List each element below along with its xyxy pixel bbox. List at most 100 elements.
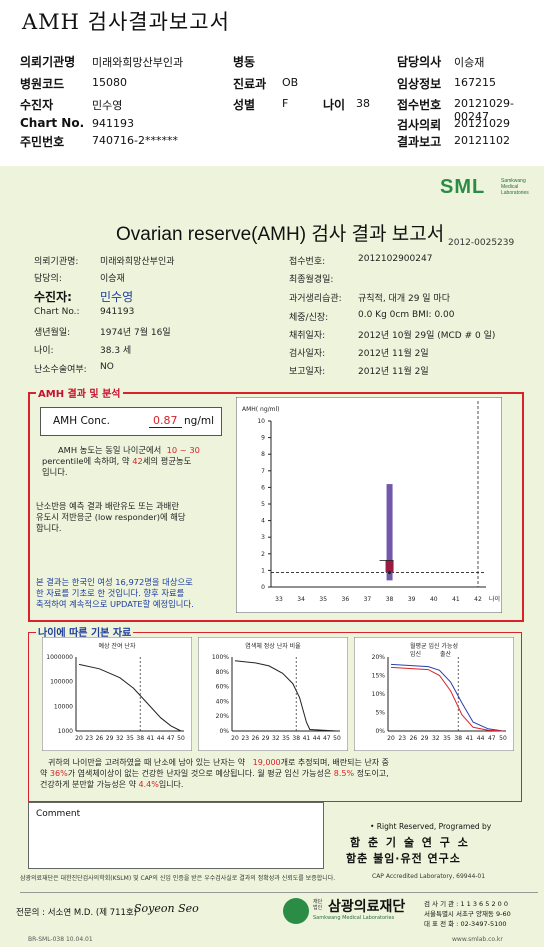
- mini-x-tick-label: 26: [252, 735, 260, 742]
- mini-x-tick-label: 32: [432, 735, 440, 742]
- text-part: 입니다.: [42, 467, 68, 477]
- mini-x-tick-label: 20: [75, 735, 83, 742]
- info-label: Chart No.:: [34, 307, 80, 317]
- info-label: 생년월일:: [34, 328, 71, 338]
- mini-chart-title: 월평균 임신 가능성: [410, 642, 458, 650]
- mini-y-tick-label: 15%: [372, 673, 386, 680]
- header-label: 병원코드: [20, 77, 65, 91]
- x-tick-label: 36: [342, 596, 350, 603]
- doctor-text: 전문의 : 서소연 M.D. (제 711호): [16, 908, 138, 918]
- mini-chart-title: 염색체 정상 난자 비율: [245, 642, 301, 650]
- mini-x-tick-label: 29: [262, 735, 270, 742]
- header-value: 20121029: [454, 117, 510, 130]
- form-code: BR-SML-038 10.04.01: [28, 936, 93, 943]
- y-axis-label: AMH( ng/ml): [242, 406, 280, 413]
- mini-x-tick-label: 32: [116, 735, 124, 742]
- y-tick-label: 10: [257, 418, 265, 425]
- header-value: 941193: [92, 117, 134, 130]
- mini-y-tick-label: 5%: [375, 710, 385, 717]
- logo-subtext: Samkwang Medical Laboratories: [501, 178, 529, 196]
- footer-divider: [20, 892, 538, 893]
- mini-x-tick-label: 47: [488, 735, 496, 742]
- logo-text: SML: [440, 176, 486, 198]
- org-top: 재단법인: [313, 899, 323, 911]
- equivalent-age: 42: [132, 456, 143, 466]
- programmer-line1: • Right Reserved, Programed by: [370, 822, 492, 831]
- header-label: 나이: [323, 98, 346, 112]
- mini-x-tick-label: 23: [85, 735, 93, 742]
- header-value: 15080: [92, 76, 127, 89]
- mini-x-tick-label: 44: [477, 735, 485, 742]
- percentile-range: 10 ~ 30: [166, 445, 200, 455]
- text-line: 축적하여 계속적으로 UPDATE할 예정입니다.: [36, 599, 194, 609]
- mini-x-tick-label: 26: [96, 735, 104, 742]
- mini-x-tick-label: 29: [106, 735, 114, 742]
- header-value: 20121029-00247: [454, 97, 514, 123]
- x-tick-label: 38: [386, 596, 394, 603]
- org-name: 삼광의료재단: [328, 899, 406, 915]
- mini-chart-frame: [354, 637, 514, 751]
- info-label: 의뢰기관명:: [34, 257, 79, 267]
- info-value: 941193: [100, 307, 135, 317]
- y-tick-label: 8: [261, 451, 265, 458]
- header-label: Chart No.: [20, 116, 85, 130]
- mini-x-tick-label: 32: [272, 735, 280, 742]
- mini-y-tick-label: 100000: [50, 679, 73, 686]
- x-tick-label: 35: [319, 596, 327, 603]
- legend-item: 임신: [410, 650, 421, 658]
- legend-item: 출산: [440, 650, 452, 658]
- mini-x-tick-label: 20: [231, 735, 239, 742]
- delivery-value: 4.4%: [138, 780, 159, 789]
- header-value: 38: [356, 97, 370, 110]
- mini-y-tick-label: 80%: [216, 669, 230, 676]
- series-line: [390, 663, 504, 732]
- info-value: 2012년 10월 29일 (MCD # 0 일): [358, 331, 496, 341]
- mini-x-tick-label: 50: [177, 735, 185, 742]
- amh-percentile-text: AMH 농도는 동일 나이군에서 10 ~ 30 percentile에 속하며…: [42, 445, 232, 478]
- remaining-eggs-value: 19,000: [252, 758, 281, 767]
- y-tick-label: 3: [261, 534, 265, 541]
- y-tick-label: 1: [261, 567, 265, 574]
- mini-y-tick-label: 40%: [216, 698, 230, 705]
- org-logo-icon: [283, 898, 309, 924]
- mini-x-tick-label: 23: [398, 735, 406, 742]
- info-value: NO: [100, 362, 114, 372]
- text-part: 건강하게 분만할 가능성은 약: [40, 780, 136, 789]
- logo-sub-line: Laboratories: [501, 190, 529, 196]
- mini-x-tick-label: 50: [499, 735, 507, 742]
- chart-frame: [236, 397, 502, 613]
- range-bar: [386, 484, 393, 581]
- info-label: 수진자:: [34, 290, 72, 304]
- info-value: 이승재: [100, 274, 125, 284]
- text-part: 가 염색체이상이 없는 건강한 난자일 것으로 예상됩니다. 월 평균 임신 가…: [67, 769, 332, 778]
- header-value: 740716-2******: [92, 134, 178, 147]
- mini-y-tick-label: 60%: [216, 684, 230, 691]
- text-line: 한 자료를 기초로 한 것입니다. 향후 자료를: [36, 588, 185, 598]
- amh-conc-label: AMH Conc.: [53, 415, 110, 427]
- header-label: 주민번호: [20, 135, 65, 149]
- pregnancy-value: 8.5%: [333, 769, 355, 778]
- web-address: www.smlab.co.kr: [452, 936, 503, 943]
- programmer-line2: 함 춘 기 술 연 구 소: [350, 836, 470, 849]
- text-part: 약: [40, 769, 48, 778]
- x-tick-label: 41: [452, 596, 460, 603]
- y-tick-label: 9: [261, 435, 265, 442]
- text-part: 세의 평균농도: [142, 456, 192, 466]
- info-label: 체중/신장:: [289, 313, 329, 323]
- normal-ratio-value: 36%: [49, 769, 68, 778]
- mini-x-tick-label: 23: [241, 735, 249, 742]
- mini-x-tick-label: 38: [292, 735, 300, 742]
- sml-logo: SML Samkwang Medical Laboratories: [440, 176, 538, 206]
- mini-x-tick-label: 41: [147, 735, 155, 742]
- header-value: OB: [282, 76, 299, 89]
- programmer-line3: 함춘 불임·유전 연구소: [346, 852, 461, 865]
- comment-box: Comment: [28, 802, 324, 869]
- text-part: 귀하의 나이만을 고려하였을 때 난소에 남아 있는 난자는 약: [48, 758, 245, 767]
- mini-x-tick-label: 29: [421, 735, 429, 742]
- info-label: 나이:: [34, 346, 54, 356]
- info-label: 보고일자:: [289, 367, 326, 377]
- y-tick-label: 0: [261, 584, 265, 591]
- org-name-en: Samkwang Medical Laboratories: [313, 915, 395, 921]
- info-label: 난소수술여부:: [34, 365, 87, 375]
- y-tick-label: 6: [261, 484, 265, 491]
